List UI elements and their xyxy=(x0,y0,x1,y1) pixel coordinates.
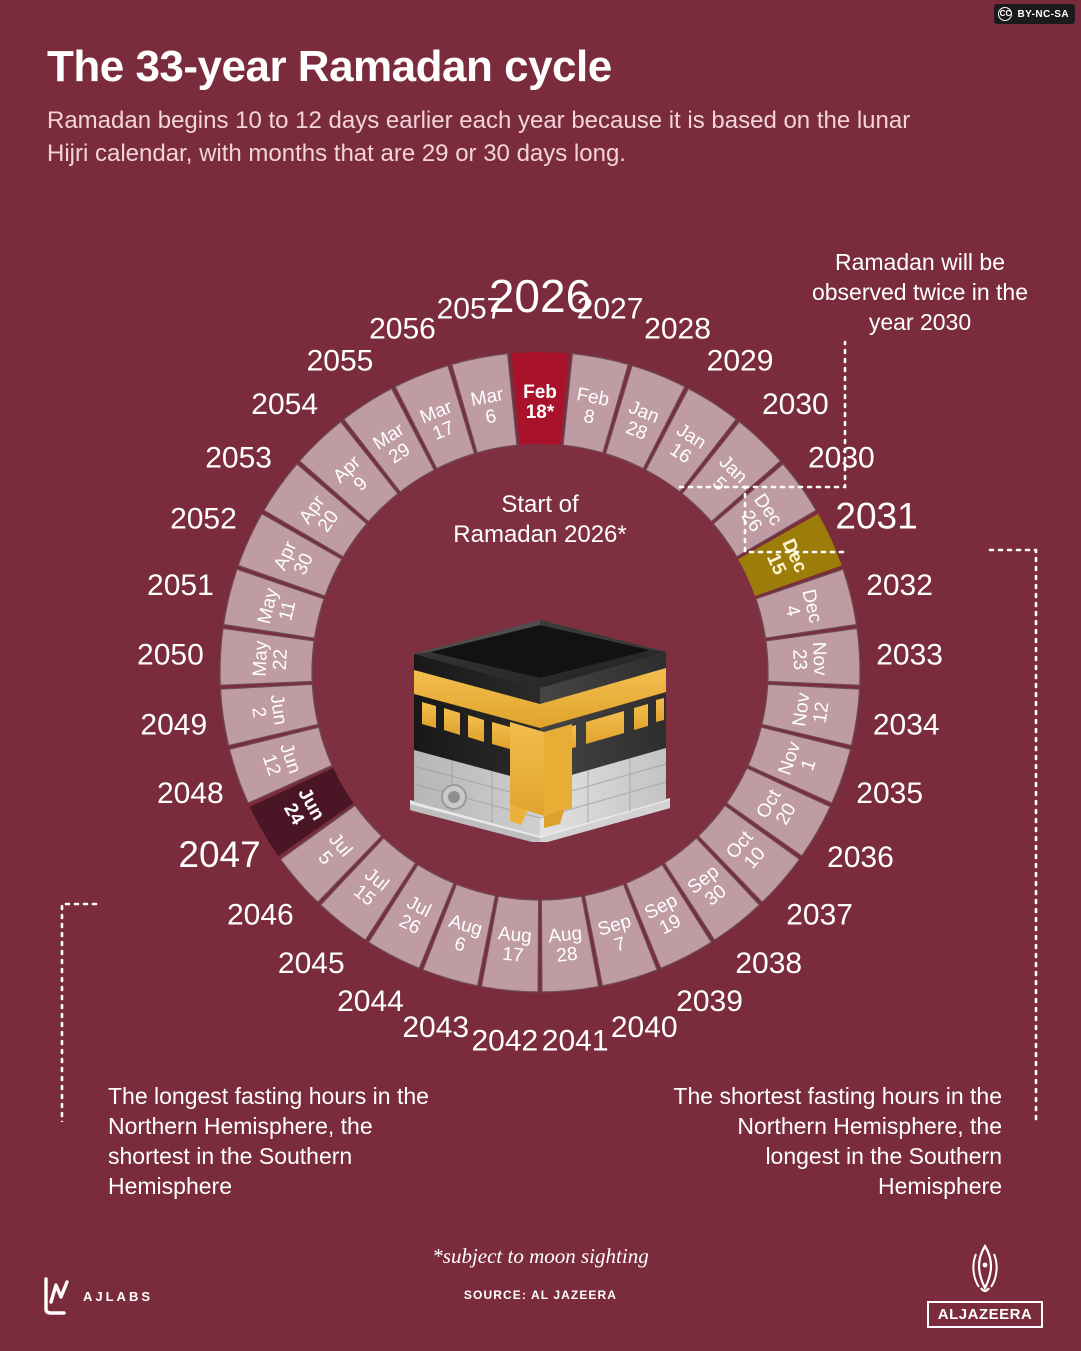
cc-terms-label: BY-NC-SA xyxy=(1017,8,1069,20)
wheel-segment[interactable] xyxy=(219,683,319,747)
segment-year-label: 2047 xyxy=(178,834,260,875)
source-label: SOURCE: AL JAZEERA xyxy=(463,1288,618,1302)
wheel-segment[interactable] xyxy=(394,364,476,470)
wheel-segment[interactable] xyxy=(249,767,354,857)
wheel-segment[interactable] xyxy=(228,726,333,804)
wheel-segment[interactable] xyxy=(237,512,343,597)
segment-year-label: 2042 xyxy=(471,1024,538,1057)
wheel-segment[interactable] xyxy=(279,804,383,904)
segment-year-label: 2035 xyxy=(856,777,923,810)
wheel-segment[interactable] xyxy=(562,352,630,454)
wheel-segment[interactable] xyxy=(342,387,436,493)
cc-icon: CC xyxy=(998,7,1013,21)
segment-year-label: 2054 xyxy=(251,388,318,421)
wheel-segment[interactable] xyxy=(583,883,658,987)
segment-year-label: 2041 xyxy=(542,1024,609,1057)
wheel-segment[interactable] xyxy=(319,837,417,941)
segment-year-label: 2036 xyxy=(827,841,894,874)
wheel-segment[interactable] xyxy=(604,364,686,470)
wheel-segment[interactable] xyxy=(298,420,399,523)
wheel-segment[interactable] xyxy=(755,568,858,639)
wheel-segment[interactable] xyxy=(540,895,600,993)
segment-year-label: 2046 xyxy=(227,898,294,931)
segment-year-label: 2029 xyxy=(707,345,774,378)
annotation-observed-twice: Ramadan will be observed twice in the ye… xyxy=(811,249,1029,335)
kaaba-icon xyxy=(410,620,670,842)
wheel-segment[interactable] xyxy=(663,837,761,941)
segment-year-label: 2030 xyxy=(808,441,875,474)
header: The 33-year Ramadan cycle Ramadan begins… xyxy=(47,42,1007,170)
wheel-segment[interactable] xyxy=(222,568,325,639)
segment-year-label: 2034 xyxy=(873,709,940,742)
ajlabs-mark-icon xyxy=(44,1277,69,1315)
segment-date-label: Feb 18* xyxy=(523,382,557,423)
segment-year-label: 2038 xyxy=(735,947,802,980)
ajlabs-logo: AJLABS xyxy=(42,1276,153,1316)
creative-commons-badge: CC BY-NC-SA xyxy=(994,4,1075,24)
segment-year-label: 2027 xyxy=(577,293,644,326)
wheel-segment[interactable] xyxy=(725,767,832,857)
ramadan-cycle-wheel: Feb 18* Feb8 Jan28 Jan16 Jan5 Dec26 Dec15 Dec4 No… xyxy=(0,222,1081,1122)
segment-year-label: 2037 xyxy=(786,898,853,931)
annotation-shortest-fasting: The shortest fasting hours in the Northe… xyxy=(673,1083,1002,1199)
segment-year-label: 2031 xyxy=(835,495,917,536)
segment-year-label: 2030 xyxy=(762,388,829,421)
wheel-segment[interactable] xyxy=(450,352,518,454)
wheel-segment[interactable] xyxy=(747,726,852,804)
segment-year-label: 2051 xyxy=(147,569,214,602)
ajlabs-label: AJLABS xyxy=(83,1288,154,1304)
segment-year-label: 2032 xyxy=(866,569,933,602)
segment-date-label: Nov12 xyxy=(789,691,834,731)
segment-year-label: 2045 xyxy=(278,947,345,980)
wheel-segment[interactable] xyxy=(367,863,455,970)
segment-year-label: 2050 xyxy=(137,638,204,671)
segment-year-label: 2039 xyxy=(676,985,743,1018)
wheel-segment[interactable] xyxy=(219,627,315,686)
segment-year-label: 2043 xyxy=(402,1011,469,1044)
footnote: *subject to moon sighting xyxy=(432,1244,649,1268)
wheel-segment[interactable] xyxy=(697,804,801,904)
aljazeera-logo: ALJAZEERA xyxy=(926,1244,1044,1328)
page-title: The 33-year Ramadan cycle xyxy=(47,42,612,91)
wheel-segment[interactable] xyxy=(761,683,861,747)
wheel-segment[interactable] xyxy=(263,463,368,558)
aljazeera-wordmark: ALJAZEERA xyxy=(926,1301,1044,1328)
segment-year-label: 2057 xyxy=(437,293,504,326)
segment-year-label: 2040 xyxy=(611,1011,678,1044)
page-subtitle: Ramadan begins 10 to 12 days earlier eac… xyxy=(47,107,911,168)
segment-year-label: 2052 xyxy=(170,502,237,535)
segment-year-label: 2056 xyxy=(369,313,436,346)
segment-date-label: Jun2 xyxy=(246,693,291,729)
wheel-segment[interactable] xyxy=(480,895,540,993)
segment-year-label: 2026 xyxy=(489,270,591,322)
segment-date-label: Aug28 xyxy=(547,923,585,967)
wheel-segment[interactable] xyxy=(422,883,497,987)
segment-year-label: 2055 xyxy=(307,345,374,378)
segment-year-label: 2049 xyxy=(140,709,207,742)
segment-year-label: 2053 xyxy=(205,441,272,474)
segment-date-label: May22 xyxy=(249,640,292,678)
wheel-segment[interactable] xyxy=(765,627,861,686)
annotation-longest-fasting: The longest fasting hours in the Norther… xyxy=(108,1083,429,1199)
segment-year-label: 2048 xyxy=(157,777,224,810)
wheel-segment[interactable] xyxy=(511,352,569,445)
segment-year-label: 2033 xyxy=(876,638,943,671)
aljazeera-flame-icon xyxy=(972,1244,998,1293)
segment-date-label: Nov23 xyxy=(788,641,831,677)
wheel-segment[interactable] xyxy=(625,863,713,970)
segment-date-label: Aug17 xyxy=(495,923,533,967)
segment-date-label: Feb8 xyxy=(571,384,611,430)
segment-year-label: 2044 xyxy=(337,985,404,1018)
segment-year-label: 2028 xyxy=(644,313,711,346)
